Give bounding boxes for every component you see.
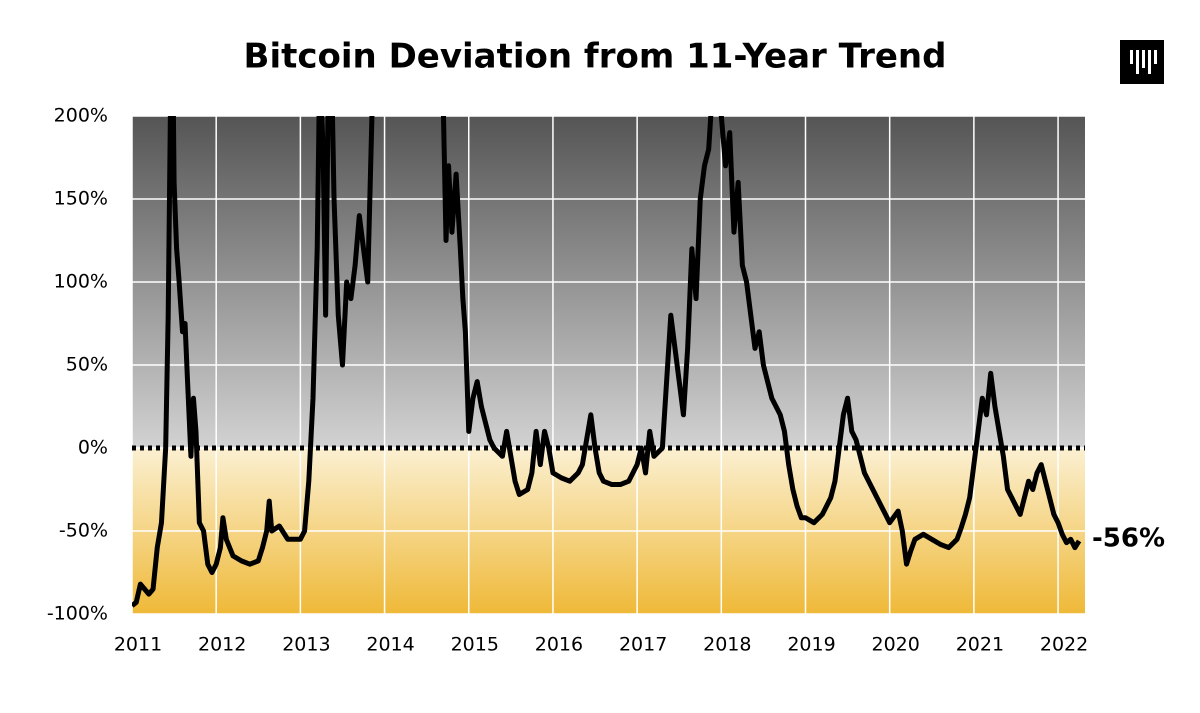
x-tick-label: 2021 (956, 634, 1004, 656)
y-tick-label: 200% (54, 105, 108, 127)
x-tick-label: 2013 (282, 634, 330, 656)
x-tick-label: 2012 (198, 634, 246, 656)
y-tick-label: -50% (59, 520, 108, 542)
end-label: -56% (1092, 523, 1165, 553)
x-tick-label: 2017 (619, 634, 667, 656)
y-tick-label: 150% (54, 188, 108, 210)
y-tick-label: -100% (47, 603, 108, 625)
y-tick-label: 50% (66, 354, 108, 376)
line-group (132, 116, 1082, 608)
x-tick-label: 2022 (1040, 634, 1088, 656)
x-tick-label: 2018 (703, 634, 751, 656)
x-tick-label: 2015 (451, 634, 499, 656)
x-tick-label: 2019 (787, 634, 835, 656)
logo (1120, 40, 1164, 84)
x-tick-label: 2011 (114, 634, 162, 656)
x-tick-label: 2014 (366, 634, 414, 656)
y-tick-label: 100% (54, 271, 108, 293)
chart-title: Bitcoin Deviation from 11-Year Trend (244, 37, 947, 77)
x-tick-label: 2016 (535, 634, 583, 656)
data-line (132, 116, 1082, 608)
x-tick-label: 2020 (872, 634, 920, 656)
y-tick-label: 0% (78, 437, 108, 459)
